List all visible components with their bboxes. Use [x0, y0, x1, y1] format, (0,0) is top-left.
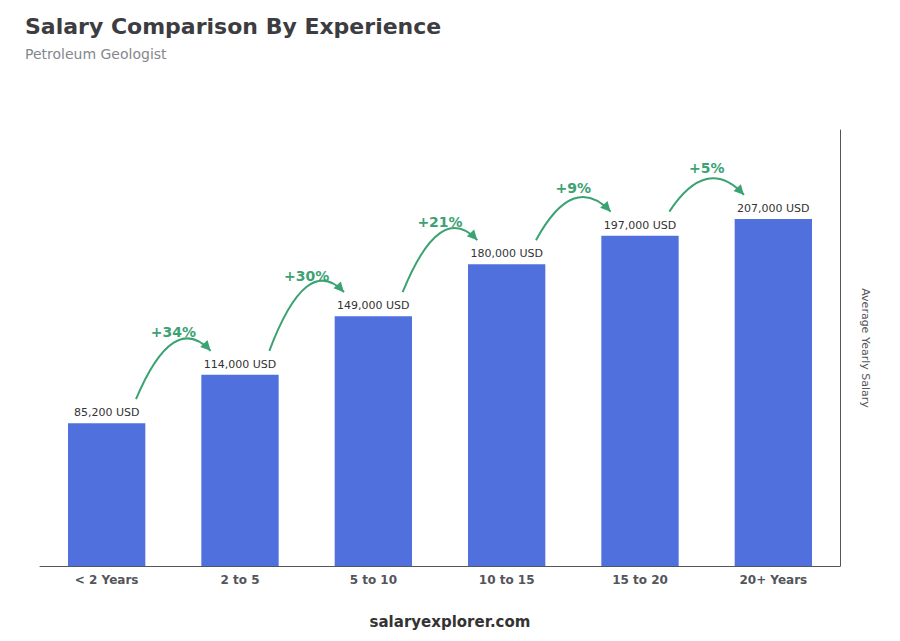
svg-text:+34%: +34% [151, 324, 196, 340]
svg-text:149,000 USD: 149,000 USD [337, 299, 410, 312]
svg-text:15 to 20: 15 to 20 [612, 573, 668, 587]
svg-text:197,000 USD: 197,000 USD [604, 219, 677, 232]
svg-text:+9%: +9% [556, 180, 592, 196]
svg-text:+21%: +21% [417, 214, 462, 230]
svg-text:20+ Years: 20+ Years [739, 573, 807, 587]
svg-text:salaryexplorer.com: salaryexplorer.com [370, 613, 531, 631]
svg-text:10 to 15: 10 to 15 [479, 573, 535, 587]
svg-text:5 to 10: 5 to 10 [350, 573, 397, 587]
svg-text:Petroleum Geologist: Petroleum Geologist [25, 46, 167, 62]
svg-text:2 to 5: 2 to 5 [220, 573, 259, 587]
svg-text:+30%: +30% [284, 268, 329, 284]
svg-text:207,000 USD: 207,000 USD [737, 202, 810, 215]
svg-text:Average Yearly Salary: Average Yearly Salary [859, 288, 872, 408]
svg-text:180,000 USD: 180,000 USD [470, 247, 543, 260]
svg-text:< 2 Years: < 2 Years [75, 573, 139, 587]
svg-text:114,000 USD: 114,000 USD [204, 358, 277, 371]
svg-text:85,200 USD: 85,200 USD [74, 406, 140, 419]
svg-text:+5%: +5% [689, 160, 725, 176]
svg-text:Salary Comparison By Experienc: Salary Comparison By Experience [25, 14, 441, 39]
